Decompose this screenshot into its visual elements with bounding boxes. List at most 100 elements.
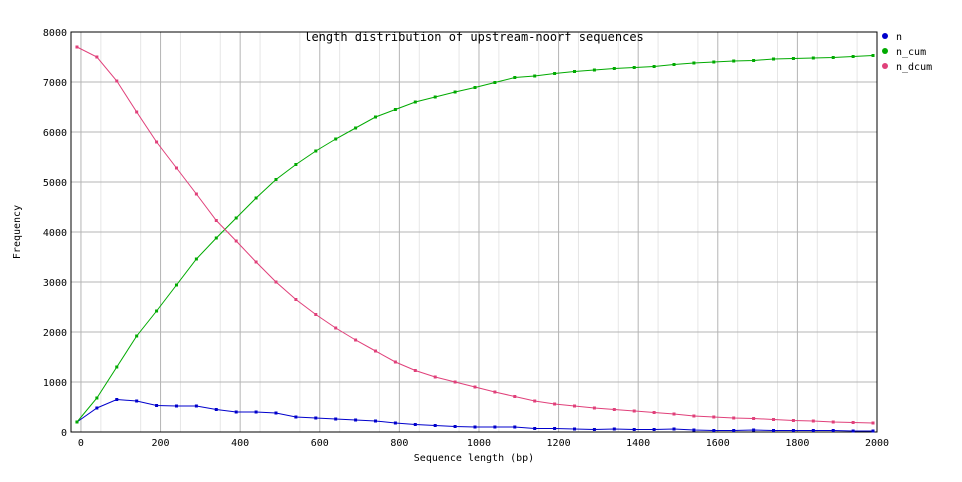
data-point: [453, 425, 457, 428]
data-point: [254, 260, 258, 264]
data-point: [712, 429, 716, 432]
data-point: [214, 408, 218, 411]
data-point: [533, 74, 537, 78]
data-point: [553, 427, 557, 430]
data-point: [75, 45, 79, 49]
y-tick-label: 3000: [43, 278, 67, 289]
y-axis-label: Frequency: [12, 205, 23, 259]
data-point: [632, 66, 636, 69]
data-point: [314, 313, 318, 316]
data-point: [672, 427, 676, 431]
data-point: [314, 149, 318, 153]
series-line: [76, 46, 874, 424]
y-axis-ticks: 0 1000 2000 3000 4000 5000 6000 7000 8000: [43, 28, 67, 439]
legend-marker: [882, 63, 888, 69]
legend-marker: [882, 48, 888, 54]
data-point: [712, 60, 716, 64]
data-point: [692, 61, 696, 65]
series-line: [76, 55, 874, 423]
data-point: [811, 429, 815, 432]
legend: n n_cum n_dcum: [882, 32, 932, 73]
data-point: [334, 326, 338, 330]
data-point: [493, 81, 497, 84]
data-point: [294, 163, 298, 166]
data-point: [712, 415, 716, 419]
data-point: [573, 427, 577, 431]
data-point: [453, 90, 457, 94]
data-point: [174, 404, 178, 408]
data-point: [334, 137, 338, 141]
data-point: [95, 55, 99, 59]
data-point: [811, 419, 815, 423]
data-point: [692, 414, 696, 418]
data-point: [831, 420, 835, 424]
y-tick-label: 7000: [43, 78, 67, 89]
data-point: [174, 166, 178, 170]
y-tick-label: 4000: [43, 228, 67, 239]
data-point: [791, 419, 795, 422]
data-point: [851, 421, 855, 424]
data-point: [871, 429, 875, 433]
data-point: [732, 59, 736, 63]
data-point: [254, 196, 258, 200]
data-point: [772, 418, 776, 421]
data-point: [75, 420, 79, 424]
data-point: [194, 257, 198, 261]
data-point: [135, 399, 139, 403]
data-point: [672, 63, 676, 66]
data-point: [592, 68, 596, 72]
data-point: [692, 428, 696, 432]
series-n: [75, 398, 875, 433]
data-point: [413, 100, 417, 104]
y-tick-label: 6000: [43, 128, 67, 139]
data-point: [194, 192, 198, 196]
x-tick-label: 1600: [706, 438, 730, 449]
data-point: [95, 396, 99, 400]
x-axis-ticks: 0 200 400 600 800 1000 1200 1400 1600 1800 2000: [78, 438, 889, 449]
data-point: [433, 375, 437, 379]
data-point: [115, 365, 119, 369]
legend-label: n_dcum: [896, 62, 932, 73]
x-tick-label: 0: [78, 438, 84, 449]
data-point: [752, 59, 756, 62]
data-point: [592, 406, 596, 410]
data-point: [732, 416, 736, 420]
data-point: [871, 54, 875, 57]
data-point: [871, 421, 875, 425]
legend-marker: [882, 33, 888, 39]
x-tick-label: 600: [311, 438, 329, 449]
data-point: [234, 239, 238, 243]
y-tick-label: 5000: [43, 178, 67, 189]
data-point: [612, 427, 616, 431]
data-point: [393, 360, 397, 364]
plot-frame: [70, 31, 878, 433]
data-point: [354, 126, 358, 130]
major-grid: [71, 32, 877, 432]
data-point: [652, 411, 656, 414]
data-point: [354, 338, 358, 342]
data-point: [831, 429, 835, 432]
data-point: [453, 380, 457, 384]
data-point: [811, 56, 815, 60]
legend-label: n_cum: [896, 47, 926, 58]
data-point: [155, 404, 159, 407]
data-point: [115, 79, 119, 83]
data-point: [831, 56, 835, 59]
data-point: [373, 419, 377, 423]
data-point: [135, 334, 139, 338]
data-point: [115, 398, 119, 401]
data-point: [513, 76, 517, 79]
data-point: [373, 349, 377, 353]
data-point: [652, 65, 656, 68]
x-tick-label: 200: [152, 438, 170, 449]
data-point: [354, 418, 358, 422]
data-point: [135, 110, 139, 114]
data-point: [632, 428, 636, 431]
data-point: [194, 404, 198, 408]
data-point: [214, 219, 218, 222]
data-point: [612, 67, 616, 70]
series-n-cum: [75, 54, 875, 424]
data-point: [632, 409, 636, 413]
data-point: [553, 72, 557, 75]
